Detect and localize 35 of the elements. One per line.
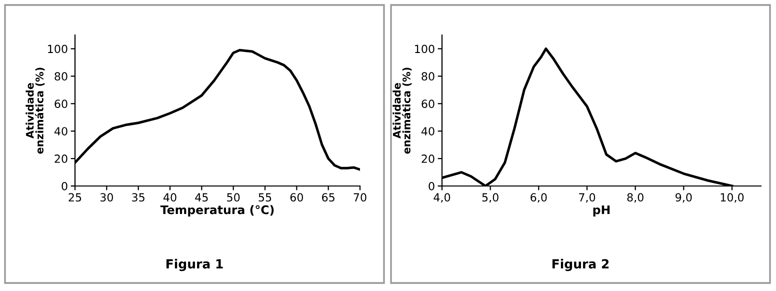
x-tick-label: 30 [100, 193, 113, 202]
x-tick-label: 70 [354, 193, 366, 202]
y-tick-label: 0 [428, 182, 434, 190]
x-tick-label: 9,0 [676, 193, 692, 203]
x-tick-label: 35 [132, 193, 144, 202]
y-axis-title: Atividade enzimática (%) [26, 68, 45, 154]
x-tick-label: 10,0 [720, 193, 744, 203]
y-tick-label: 20 [422, 154, 434, 163]
x-axis-title: pH [593, 205, 610, 217]
x-tick-label: 4,0 [434, 193, 450, 203]
x-tick-label: 6,0 [530, 193, 547, 203]
y-tick-label: 60 [54, 100, 68, 108]
x-axis-title: Temperatura (°C) [160, 205, 274, 217]
text: Figura 1 [166, 258, 223, 272]
x-tick-label: 40 [163, 193, 176, 202]
x-tick-label: 65 [322, 193, 334, 202]
x-tick-label: 8,0 [627, 193, 644, 203]
x-tick-label: 55 [258, 193, 272, 202]
x-tick-label: 60 [290, 193, 303, 202]
y-tick-label: 100 [48, 44, 68, 54]
y-tick-label: 100 [415, 44, 434, 54]
y-axis-title: Atividade enzimática (%) [392, 68, 412, 154]
y-tick-label: 40 [54, 127, 68, 136]
x-tick-label: 7,0 [579, 193, 596, 203]
x-tick-label: 50 [227, 193, 240, 202]
y-tick-label: 0 [62, 182, 68, 190]
y-tick-label: 80 [54, 72, 68, 81]
text: Figura 2 [552, 258, 609, 272]
y-tick-label: 40 [421, 127, 434, 136]
x-tick-label: 25 [68, 193, 82, 202]
y-tick-label: 20 [54, 154, 68, 163]
y-tick-label: 80 [422, 72, 434, 81]
x-tick-label: 5,0 [482, 193, 498, 203]
y-tick-label: 60 [422, 100, 434, 108]
x-tick-label: 45 [195, 193, 208, 202]
